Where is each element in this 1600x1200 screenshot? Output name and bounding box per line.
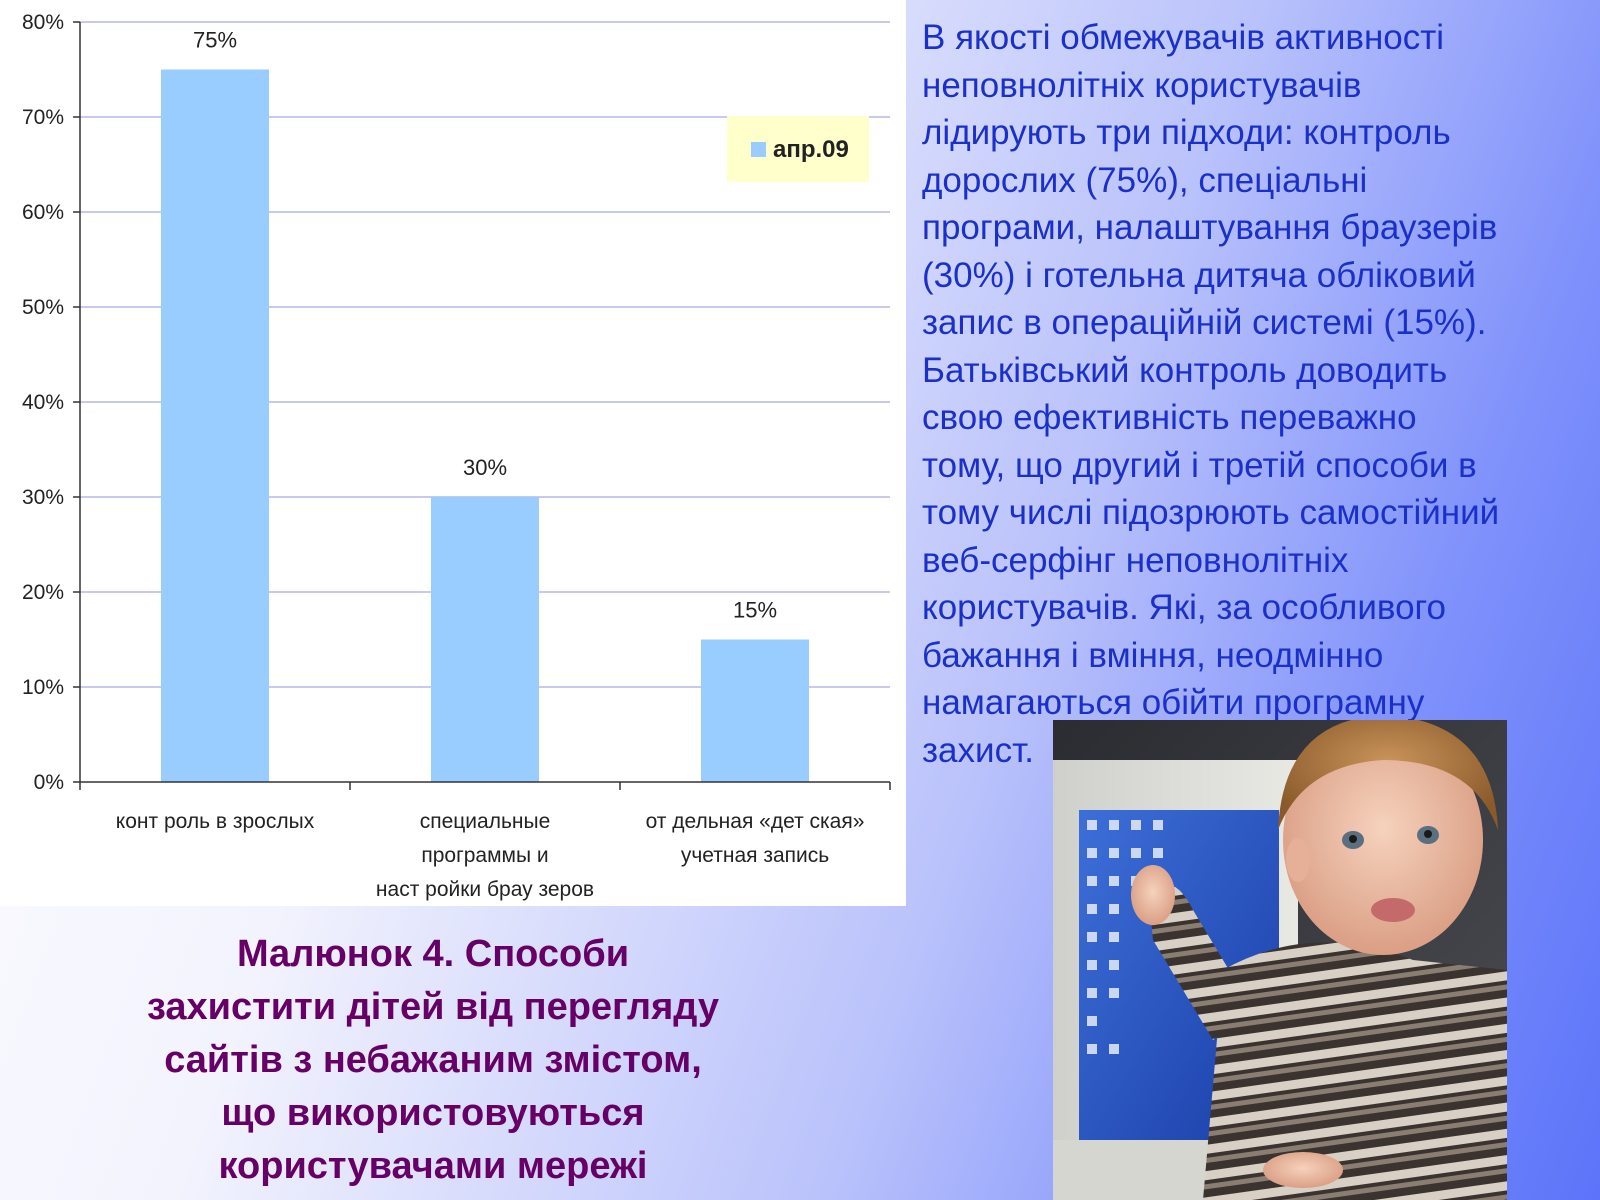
legend-swatch xyxy=(751,142,766,157)
child-at-computer-photo xyxy=(1053,720,1507,1200)
category-label: от дельная «дет ская» xyxy=(646,810,865,833)
y-tick-label: 40% xyxy=(22,391,64,414)
bar-chart: 0% 10% 20% 30% 40% 50% 60% 70% 80% 75% конт роль в… xyxy=(22,11,891,901)
legend-label: апр.09 xyxy=(773,136,849,163)
data-label: 15% xyxy=(733,598,777,623)
axes xyxy=(73,21,891,790)
bar xyxy=(161,69,269,782)
category-label: учетная запись xyxy=(681,844,829,867)
bars xyxy=(161,69,809,782)
legend-box xyxy=(727,116,869,182)
data-label: 75% xyxy=(193,28,237,53)
category-label: наст ройки брау зеров xyxy=(376,878,594,901)
legend: апр.09 xyxy=(727,116,869,182)
figure-caption: Малюнок 4. Способи захистити дітей від п… xyxy=(147,933,719,1187)
y-tick-label: 10% xyxy=(22,676,64,699)
description-text: В якості обмежувачів активності неповнол… xyxy=(922,18,1500,770)
y-tick-label: 70% xyxy=(22,106,64,129)
category-label: конт роль в зрослых xyxy=(116,810,315,833)
y-tick-label: 60% xyxy=(22,201,64,224)
y-tick-label: 20% xyxy=(22,581,64,604)
category-label: специальные xyxy=(420,810,551,833)
y-tick-label: 30% xyxy=(22,486,64,509)
y-tick-label: 50% xyxy=(22,296,64,319)
bar xyxy=(701,639,809,782)
y-tick-label: 80% xyxy=(22,11,64,34)
chart-panel: 0% 10% 20% 30% 40% 50% 60% 70% 80% 75% конт роль в… xyxy=(0,0,906,906)
bar xyxy=(431,497,539,782)
category-label: программы и xyxy=(421,844,548,867)
data-label: 30% xyxy=(463,455,507,480)
y-tick-label: 0% xyxy=(34,771,64,794)
labels: 0% 10% 20% 30% 40% 50% 60% 70% 80% 75% конт роль в… xyxy=(22,11,864,901)
